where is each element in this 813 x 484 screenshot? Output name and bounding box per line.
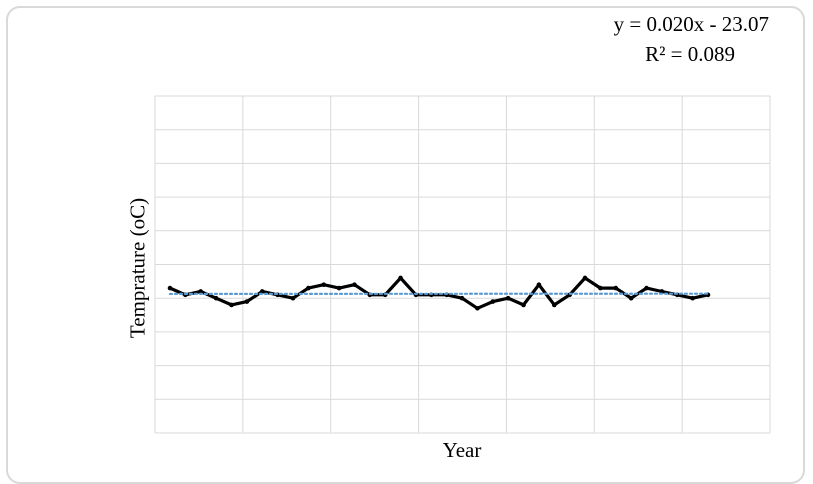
temperature-data-point	[598, 286, 603, 291]
temperature-data-point	[337, 286, 342, 291]
temperature-data-point	[306, 286, 311, 291]
temperature-data-point	[491, 299, 496, 304]
temperature-data-point	[583, 276, 588, 281]
temperature-data-point	[475, 306, 480, 311]
temperature-data-point	[613, 286, 618, 291]
temperature-data-point	[352, 282, 357, 287]
temperature-data-point	[552, 303, 557, 308]
temperature-data-point	[629, 296, 634, 301]
y-axis-label: Temprature (oC)	[126, 198, 151, 338]
temperature-data-point	[460, 296, 465, 301]
temperature-data-point	[506, 296, 511, 301]
temperature-data-point	[214, 296, 219, 301]
temperature-data-point	[690, 296, 695, 301]
temperature-data-point	[321, 282, 326, 287]
temperature-data-point	[168, 286, 173, 291]
temperature-data-point	[229, 303, 234, 308]
temperature-data-point	[644, 286, 649, 291]
temperature-data-point	[398, 276, 403, 281]
temperature-data-point	[521, 303, 526, 308]
temperature-data-point	[537, 282, 542, 287]
x-axis-label: Year	[443, 438, 482, 463]
temperature-data-point	[245, 299, 250, 304]
temperature-data-point	[291, 296, 296, 301]
